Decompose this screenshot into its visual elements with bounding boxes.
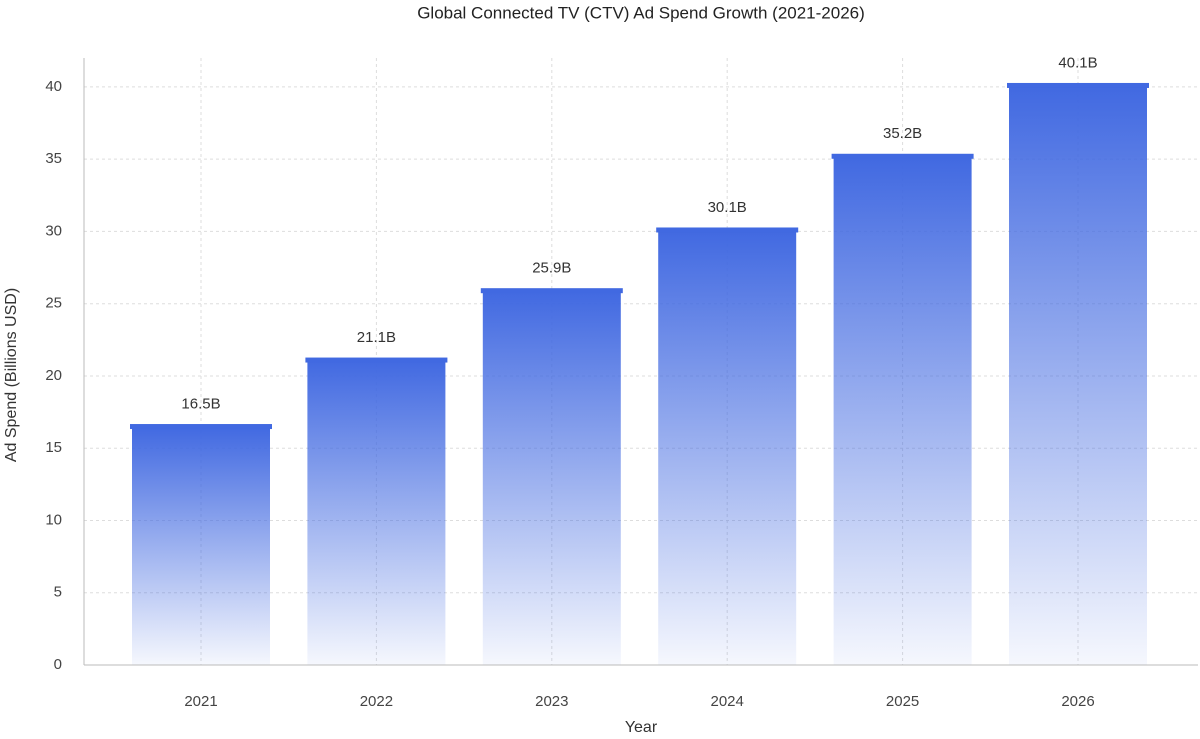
y-tick-label: 0 [54, 656, 62, 673]
y-tick-label: 20 [45, 367, 62, 384]
bar-cap [305, 357, 448, 363]
plot-area [130, 82, 1149, 665]
x-tick-label: 2024 [711, 693, 744, 710]
bar [833, 156, 972, 665]
y-axis-title: Ad Spend (Billions USD) [3, 288, 20, 462]
x-axis-title: Year [625, 719, 658, 736]
bar-cap [656, 227, 799, 233]
bar [132, 426, 270, 665]
bar [658, 229, 797, 665]
y-tick-label: 10 [45, 511, 62, 528]
bar [307, 360, 446, 665]
bar-cap [831, 153, 974, 159]
value-label: 30.1B [708, 199, 747, 216]
x-tick-label: 2021 [184, 693, 217, 710]
bar-cap [1007, 82, 1149, 88]
value-label: 21.1B [357, 329, 396, 346]
x-tick-label: 2025 [886, 693, 919, 710]
bar [1009, 85, 1147, 665]
y-tick-label: 25 [45, 295, 62, 312]
value-label: 16.5B [181, 396, 220, 413]
bar-cap [130, 424, 272, 430]
value-label: 40.1B [1058, 54, 1097, 71]
chart-title: Global Connected TV (CTV) Ad Spend Growt… [417, 3, 865, 22]
bar-cap [480, 288, 623, 294]
bar [482, 290, 621, 665]
y-tick-label: 30 [45, 222, 62, 239]
value-label: 25.9B [532, 260, 571, 277]
y-tick-label: 15 [45, 439, 62, 456]
x-tick-label: 2022 [360, 693, 393, 710]
x-tick-label: 2023 [535, 693, 568, 710]
y-tick-label: 35 [45, 150, 62, 167]
y-tick-label: 40 [45, 78, 62, 95]
y-tick-label: 5 [54, 584, 62, 601]
value-label: 35.2B [883, 125, 922, 142]
x-tick-label: 2026 [1061, 693, 1094, 710]
